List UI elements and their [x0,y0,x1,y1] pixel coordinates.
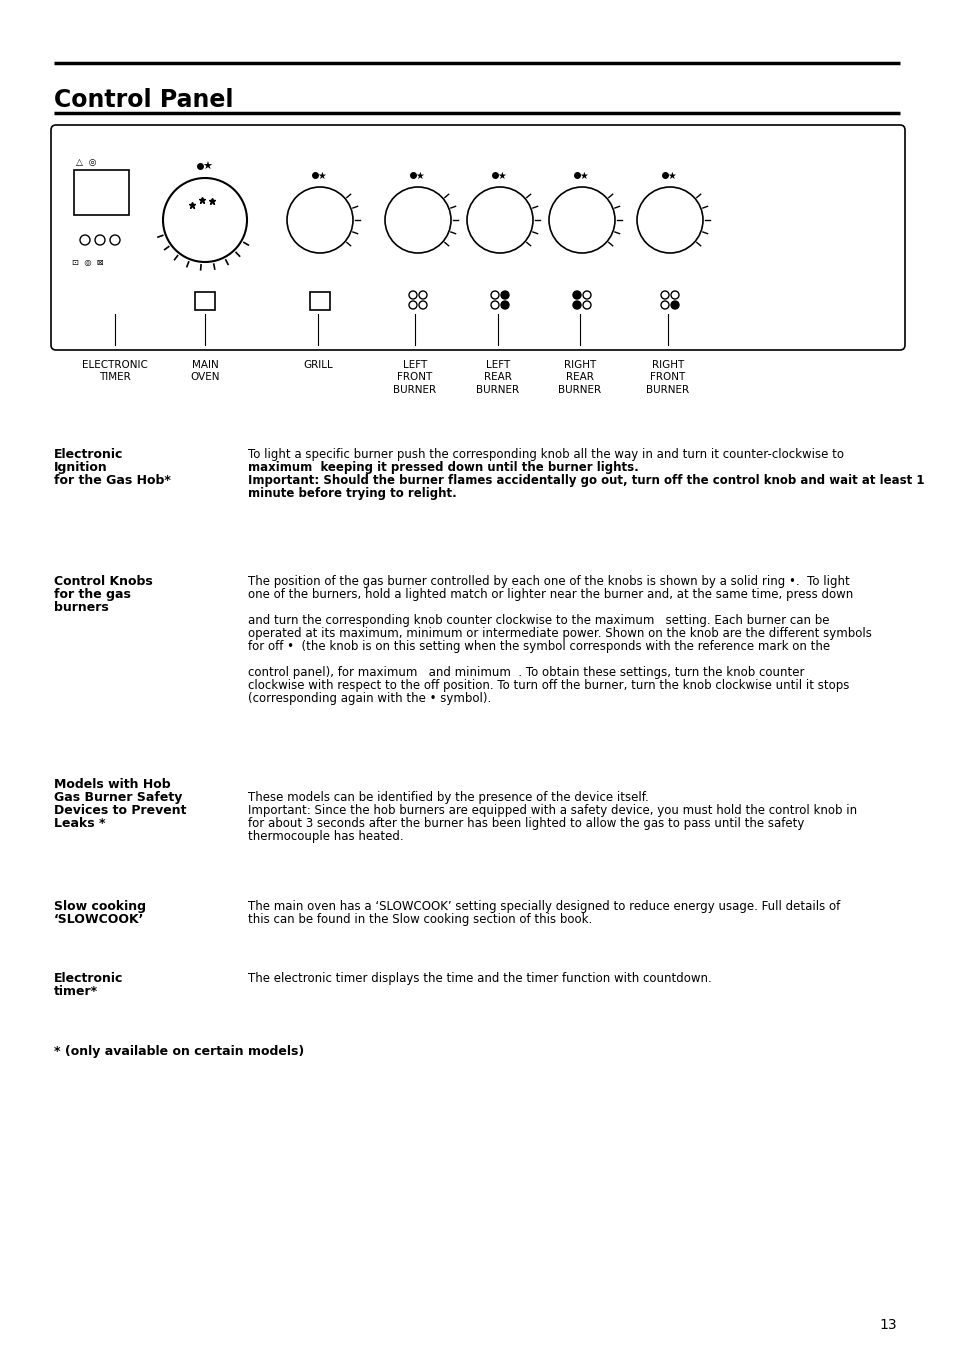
Text: The electronic timer displays the time and the timer function with countdown.: The electronic timer displays the time a… [248,971,711,985]
Text: for the gas: for the gas [54,588,131,601]
Text: minute before trying to relight.: minute before trying to relight. [248,486,456,500]
Text: MAIN
OVEN: MAIN OVEN [190,359,219,382]
Text: (corresponding again with the • symbol).: (corresponding again with the • symbol). [248,692,491,705]
Circle shape [573,290,580,299]
Circle shape [491,301,498,309]
Text: ★: ★ [416,172,424,181]
Circle shape [670,301,679,309]
Circle shape [660,290,668,299]
Bar [74,170,129,215]
Text: for about 3 seconds after the burner has been lighted to allow the gas to pass u: for about 3 seconds after the burner has… [248,817,803,830]
Text: timer*: timer* [54,985,98,998]
Text: RIGHT
REAR
BURNER: RIGHT REAR BURNER [558,359,601,394]
Circle shape [418,290,427,299]
Text: ⊡  ◎  ⊠: ⊡ ◎ ⊠ [71,258,104,267]
Circle shape [582,301,590,309]
Text: GRILL: GRILL [303,359,333,370]
Bar [310,292,330,309]
Text: maximum  keeping it pressed down until the burner lights.: maximum keeping it pressed down until th… [248,461,639,474]
Text: The position of the gas burner controlled by each one of the knobs is shown by a: The position of the gas burner controlle… [248,576,849,588]
Text: control panel), for maximum   and minimum  . To obtain these settings, turn the : control panel), for maximum and minimum … [248,666,803,680]
Text: The main oven has a ‘SLOWCOOK’ setting specially designed to reduce energy usage: The main oven has a ‘SLOWCOOK’ setting s… [248,900,840,913]
Text: LEFT
FRONT
BURNER: LEFT FRONT BURNER [393,359,436,394]
Circle shape [670,290,679,299]
Circle shape [660,301,668,309]
Text: These models can be identified by the presence of the device itself.: These models can be identified by the pr… [248,790,648,804]
Text: this can be found in the Slow cooking section of this book.: this can be found in the Slow cooking se… [248,913,592,925]
Circle shape [409,290,416,299]
Text: Ignition: Ignition [54,461,108,474]
Text: ★: ★ [202,162,212,172]
Text: Gas Burner Safety: Gas Burner Safety [54,790,182,804]
Circle shape [418,301,427,309]
Circle shape [409,301,416,309]
Text: Important: Since the hob burners are equipped with a safety device, you must hol: Important: Since the hob burners are equ… [248,804,856,817]
Text: clockwise with respect to the off position. To turn off the burner, turn the kno: clockwise with respect to the off positi… [248,680,848,692]
Text: ‘SLOWCOOK’: ‘SLOWCOOK’ [54,913,144,925]
Text: * (only available on certain models): * (only available on certain models) [54,1046,304,1058]
Bar [194,292,214,309]
Text: burners: burners [54,601,109,613]
Circle shape [500,290,509,299]
Text: Control Panel: Control Panel [54,88,233,112]
Text: △  ◎: △ ◎ [76,158,96,168]
Text: one of the burners, hold a lighted match or lighter near the burner and, at the : one of the burners, hold a lighted match… [248,588,852,601]
Text: ★: ★ [497,172,506,181]
Text: Slow cooking: Slow cooking [54,900,146,913]
Text: ELECTRONIC
TIMER: ELECTRONIC TIMER [82,359,148,382]
Text: 13: 13 [879,1319,896,1332]
Text: Leaks *: Leaks * [54,817,106,830]
Text: thermocouple has heated.: thermocouple has heated. [248,830,403,843]
FancyBboxPatch shape [51,126,904,350]
Text: RIGHT
FRONT
BURNER: RIGHT FRONT BURNER [646,359,689,394]
Text: Devices to Prevent: Devices to Prevent [54,804,186,817]
Text: Electronic: Electronic [54,971,123,985]
Circle shape [491,290,498,299]
Text: and turn the corresponding knob counter clockwise to the maximum   setting. Each: and turn the corresponding knob counter … [248,613,828,627]
Text: Electronic: Electronic [54,449,123,461]
Circle shape [500,301,509,309]
Text: Important: Should the burner flames accidentally go out, turn off the control kn: Important: Should the burner flames acci… [248,474,923,486]
Circle shape [582,290,590,299]
Text: ★: ★ [667,172,676,181]
Circle shape [573,301,580,309]
Text: Models with Hob: Models with Hob [54,778,171,790]
Text: ★: ★ [579,172,588,181]
Text: for the Gas Hob*: for the Gas Hob* [54,474,171,486]
Text: LEFT
REAR
BURNER: LEFT REAR BURNER [476,359,519,394]
Text: ★: ★ [317,172,326,181]
Text: To light a specific burner push the corresponding knob all the way in and turn i: To light a specific burner push the corr… [248,449,843,461]
Text: for off •  (the knob is on this setting when the symbol corresponds with the ref: for off • (the knob is on this setting w… [248,640,829,653]
Text: operated at its maximum, minimum or intermediate power. Shown on the knob are th: operated at its maximum, minimum or inte… [248,627,871,640]
Text: Control Knobs: Control Knobs [54,576,152,588]
